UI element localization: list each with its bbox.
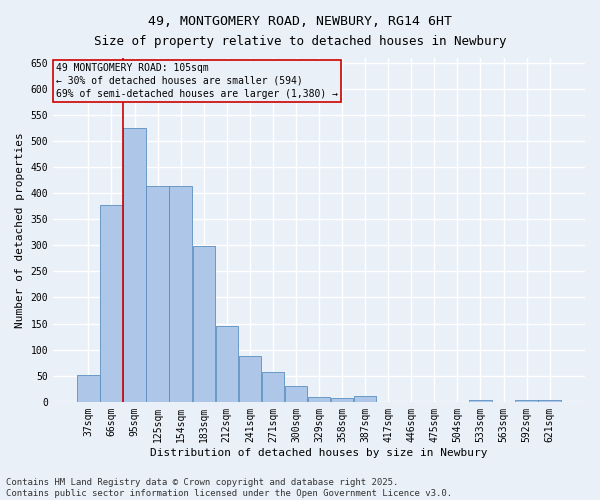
Text: Size of property relative to detached houses in Newbury: Size of property relative to detached ho… (94, 35, 506, 48)
Bar (538, 400, 561, 402)
Text: 49, MONTGOMERY ROAD, NEWBURY, RG14 6HT: 49, MONTGOMERY ROAD, NEWBURY, RG14 6HT (148, 15, 452, 28)
Bar (146, 186, 169, 402)
Bar (169, 186, 192, 402)
Bar (215, 326, 238, 402)
Text: 49 MONTGOMERY ROAD: 105sqm
← 30% of detached houses are smaller (594)
69% of sem: 49 MONTGOMERY ROAD: 105sqm ← 30% of deta… (56, 62, 338, 99)
Bar (515, 400, 538, 402)
Y-axis label: Number of detached properties: Number of detached properties (15, 132, 25, 328)
Bar (100, 204, 122, 402)
Bar (469, 400, 491, 402)
Bar (262, 372, 284, 402)
Bar (331, 398, 353, 402)
Bar (239, 356, 261, 402)
Bar (77, 374, 100, 402)
Bar (285, 386, 307, 402)
X-axis label: Distribution of detached houses by size in Newbury: Distribution of detached houses by size … (150, 448, 488, 458)
Bar (193, 246, 215, 402)
Bar (354, 396, 376, 402)
Bar (308, 396, 330, 402)
Bar (124, 128, 146, 402)
Text: Contains HM Land Registry data © Crown copyright and database right 2025.
Contai: Contains HM Land Registry data © Crown c… (6, 478, 452, 498)
